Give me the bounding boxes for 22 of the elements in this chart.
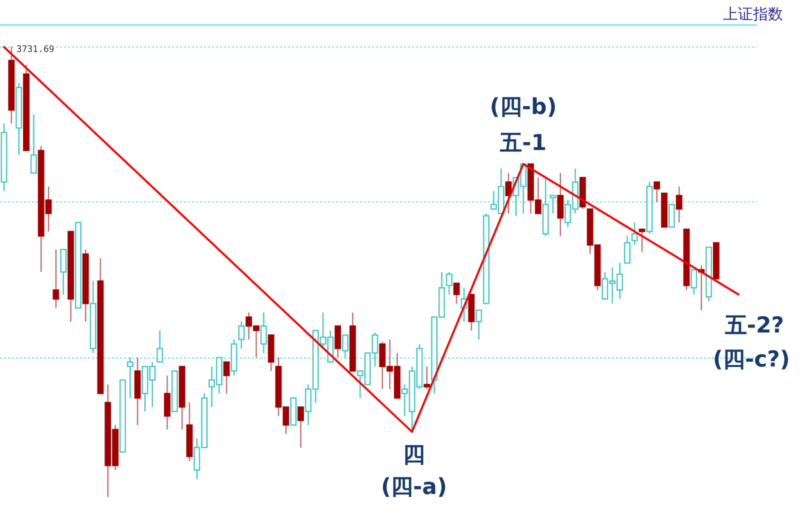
candlestick [446,271,452,296]
candlestick [624,235,630,264]
candlestick [60,248,67,296]
candlestick [260,312,267,354]
annotation: (四-b) [490,95,557,120]
candlestick [156,330,163,363]
candlestick [476,310,482,340]
candlestick [668,204,675,228]
annotation: 五-1 [499,131,547,156]
candlestick [342,334,348,358]
annotation: 五-2? [724,314,784,338]
candlestick [126,356,134,399]
candlestick [690,269,698,296]
chart-title: 上证指数 [723,5,783,23]
candlestick [550,194,556,214]
annotation: (四-a) [380,474,448,500]
candlestick [238,320,245,350]
annotation: 四 [403,442,426,468]
candlestick [30,114,37,174]
candlestick [631,222,638,246]
annotation: 3731.69 [16,45,54,55]
annotation: (四-c?) [712,348,790,372]
